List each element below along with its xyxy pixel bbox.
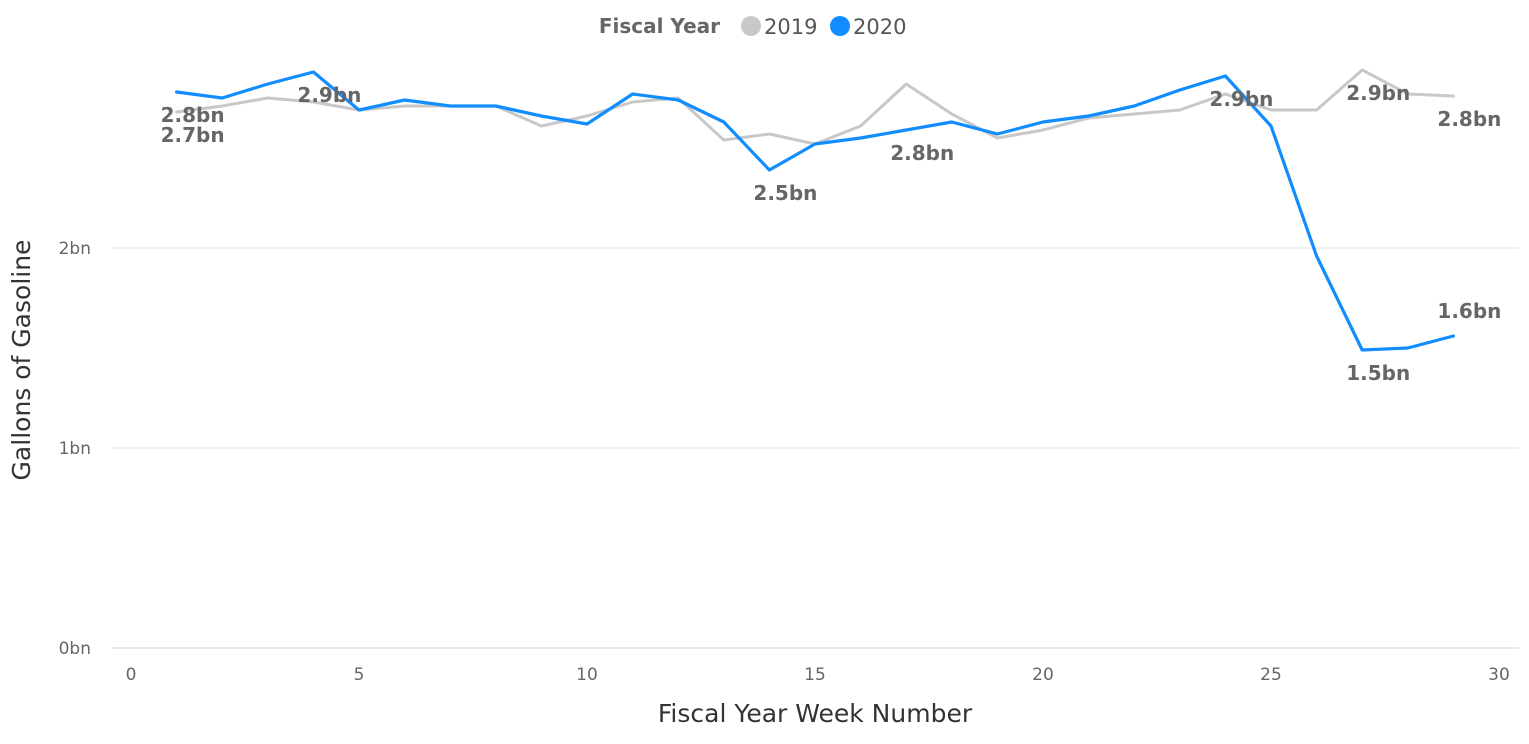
data-label-2020: 2.9bn <box>297 83 361 107</box>
legend-label-2020: 2020 <box>853 15 906 39</box>
y-axis-ticks: 0bn 1bn 2bn <box>59 239 91 659</box>
legend[interactable]: Fiscal Year 2019 2020 <box>599 14 907 39</box>
data-label-2020: 2.5bn <box>753 181 817 205</box>
x-tick-label: 20 <box>1032 665 1054 685</box>
x-tick-label: 15 <box>804 665 826 685</box>
y-axis-title: Gallons of Gasoline <box>7 240 36 481</box>
y-tick-label: 0bn <box>59 639 91 659</box>
data-label-2020: 1.5bn <box>1346 361 1410 385</box>
y-tick-label: 2bn <box>59 239 91 259</box>
x-axis-title: Fiscal Year Week Number <box>658 699 973 728</box>
gridlines <box>112 247 1519 649</box>
data-label-2019: 2.7bn <box>161 123 225 147</box>
data-label-2019: 2.9bn <box>1346 81 1410 105</box>
x-tick-label: 30 <box>1488 665 1510 685</box>
data-labels: 2.7bn 2.9bn 2.8bn 2.8bn 2.9bn 2.5bn 2.8bn 2.9bn… <box>161 81 1502 385</box>
legend-marker-2019 <box>741 16 761 36</box>
x-tick-label: 0 <box>126 665 137 685</box>
legend-marker-2020 <box>830 16 850 36</box>
x-tick-label: 5 <box>354 665 365 685</box>
x-axis-ticks: 0 5 10 15 20 25 30 <box>126 665 1510 685</box>
x-tick-label: 10 <box>576 665 598 685</box>
x-tick-label: 25 <box>1260 665 1282 685</box>
legend-label-2019: 2019 <box>764 15 817 39</box>
series-line-2020[interactable] <box>175 70 1456 352</box>
data-label-2020: 2.8bn <box>890 141 954 165</box>
data-label-2019: 2.8bn <box>1437 107 1501 131</box>
data-label-2020: 2.9bn <box>1209 87 1273 111</box>
data-label-2020: 1.6bn <box>1437 299 1501 323</box>
y-tick-label: 1bn <box>59 439 91 459</box>
data-label-2020: 2.8bn <box>161 103 225 127</box>
legend-title: Fiscal Year <box>599 14 720 38</box>
series-lines <box>175 68 1456 352</box>
